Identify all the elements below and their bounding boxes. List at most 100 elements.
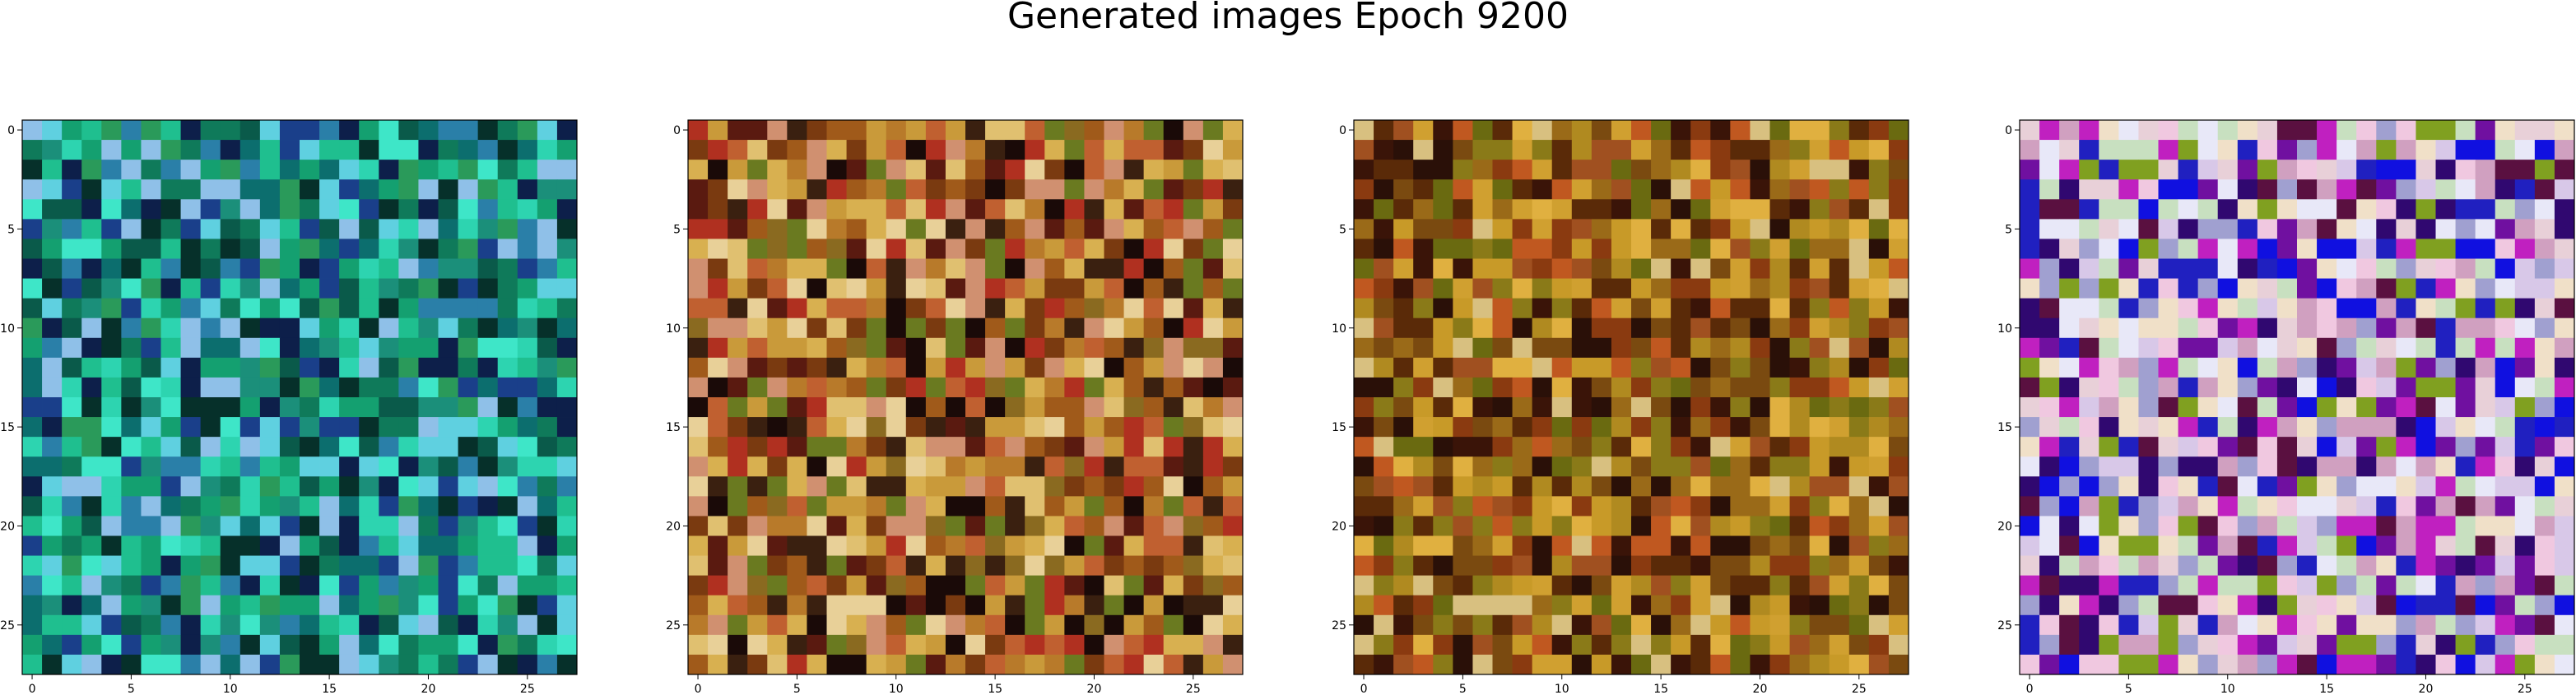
heatmap-cell <box>359 634 379 656</box>
heatmap-cell <box>866 595 887 616</box>
heatmap-cell <box>81 357 102 378</box>
heatmap-cell <box>2396 278 2416 299</box>
heatmap-cell <box>141 258 161 279</box>
heatmap-cell <box>767 634 788 656</box>
heatmap-cell <box>121 258 142 279</box>
heatmap-cell <box>925 575 946 596</box>
heatmap-cell <box>2297 160 2318 180</box>
heatmap-cell <box>22 140 43 160</box>
heatmap-cell <box>2237 575 2258 596</box>
heatmap-cell <box>220 140 241 160</box>
heatmap-cell <box>1710 199 1731 220</box>
heatmap-cell <box>2237 120 2258 141</box>
heatmap-cell <box>1651 397 1672 418</box>
heatmap-cell <box>1374 614 1394 636</box>
heatmap-cell <box>905 317 927 339</box>
heatmap-cell <box>1671 298 1691 319</box>
heatmap-cell <box>1888 575 1909 596</box>
heatmap-cell <box>1848 456 1870 477</box>
heatmap-cell <box>2455 476 2476 497</box>
heatmap-cell <box>2435 456 2456 477</box>
heatmap-cell <box>1651 377 1672 398</box>
heatmap-cell <box>517 219 538 239</box>
heatmap-cell <box>1163 654 1184 675</box>
heatmap-cell <box>1393 120 1414 141</box>
heatmap-cell <box>2178 219 2199 239</box>
heatmap-cell <box>2158 298 2178 319</box>
heatmap-cell <box>1222 199 1244 220</box>
heatmap-cell <box>1829 179 1850 200</box>
heatmap-cell <box>1611 437 1632 457</box>
heatmap-cell <box>300 160 320 180</box>
heatmap-cell <box>2455 298 2476 319</box>
heatmap-cell <box>1354 417 1374 438</box>
heatmap-cell <box>121 555 142 577</box>
heatmap-cell <box>1044 120 1065 141</box>
heatmap-cell <box>2217 199 2239 220</box>
heatmap-cell <box>945 377 966 398</box>
heatmap-cell <box>925 357 946 378</box>
heatmap-cell <box>2297 437 2318 457</box>
heatmap-cell <box>767 239 788 259</box>
heatmap-cell <box>886 199 907 220</box>
heatmap-cell <box>2138 199 2159 220</box>
heatmap-cell <box>1611 397 1632 418</box>
heatmap-cell <box>2257 437 2278 457</box>
heatmap-cell <box>1591 160 1612 180</box>
heatmap-cell <box>279 614 300 636</box>
heatmap-cell <box>1453 535 1473 556</box>
heatmap-cell <box>22 417 43 438</box>
heatmap-cell <box>1433 199 1453 220</box>
heatmap-cell <box>239 120 261 141</box>
heatmap-cell <box>418 555 439 577</box>
heatmap-cell <box>239 140 261 160</box>
heatmap-cell <box>1025 634 1045 656</box>
heatmap-cell <box>1651 575 1672 596</box>
heatmap-cell <box>1393 278 1414 299</box>
x-tick-label: 5 <box>793 683 801 695</box>
heatmap-cell <box>1202 555 1224 577</box>
heatmap-cell <box>2217 140 2239 160</box>
heatmap-cell <box>101 120 122 141</box>
heatmap-cell <box>1413 219 1434 239</box>
heatmap-cell <box>688 634 709 656</box>
heatmap-cell <box>2257 120 2278 141</box>
heatmap-cell <box>1025 140 1045 160</box>
heatmap-cell <box>180 199 202 220</box>
heatmap-cell <box>1789 179 1811 200</box>
heatmap-cell <box>2118 535 2139 556</box>
heatmap-cell <box>359 298 379 319</box>
heatmap-cell <box>1591 654 1612 675</box>
heatmap-cell <box>1104 634 1124 656</box>
heatmap-cell <box>1671 595 1691 616</box>
heatmap-cell <box>2376 654 2397 675</box>
heatmap-cell <box>81 614 102 636</box>
heatmap-cell <box>319 614 340 636</box>
heatmap-cell <box>279 140 300 160</box>
heatmap-cell <box>121 535 142 556</box>
heatmap-cell <box>2495 476 2516 497</box>
heatmap-cell <box>965 496 986 517</box>
heatmap-cell <box>1730 258 1751 279</box>
heatmap-cell <box>398 337 419 359</box>
heatmap-cell <box>905 160 927 180</box>
heatmap-cell <box>2039 337 2060 359</box>
heatmap-cell <box>339 199 360 220</box>
heatmap-cell <box>2079 496 2099 517</box>
heatmap-cell <box>2455 357 2476 378</box>
heatmap-cell <box>688 437 709 457</box>
heatmap-cell <box>279 317 300 339</box>
heatmap-cell <box>1730 397 1751 418</box>
heatmap-cell <box>1750 456 1770 477</box>
heatmap-cell <box>2455 595 2476 616</box>
heatmap-cell <box>418 199 439 220</box>
heatmap-cell <box>2455 219 2476 239</box>
heatmap-cell <box>42 516 63 536</box>
heatmap-cell <box>2376 199 2397 220</box>
heatmap-cell <box>2257 614 2278 636</box>
heatmap-cell <box>1789 219 1811 239</box>
heatmap-cell <box>1571 516 1593 536</box>
heatmap-cell <box>2337 258 2357 279</box>
heatmap-cell <box>787 219 807 239</box>
heatmap-cell <box>905 357 927 378</box>
